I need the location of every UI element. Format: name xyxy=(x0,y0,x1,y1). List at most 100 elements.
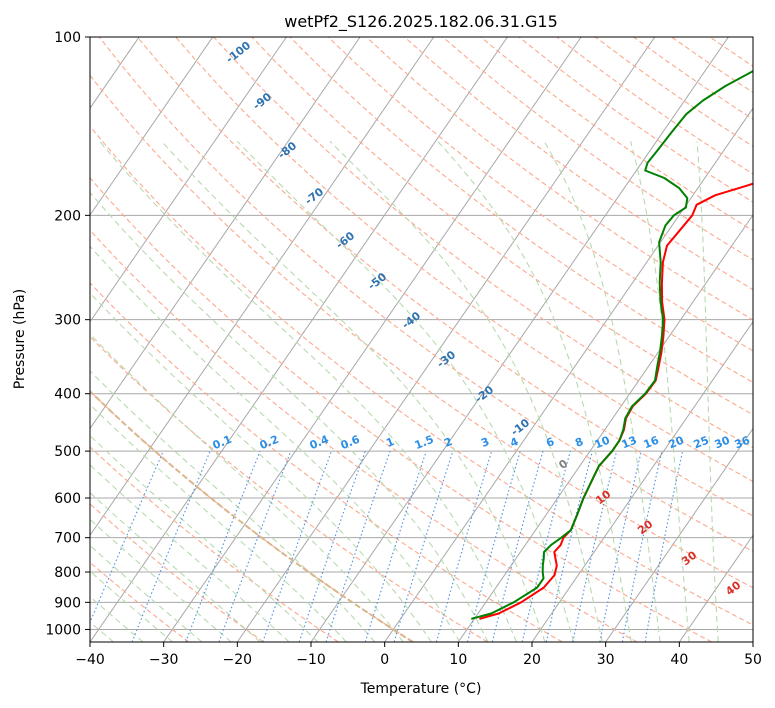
svg-text:16: 16 xyxy=(642,433,661,451)
isotherm-line xyxy=(457,214,753,642)
moist-adiabat-line xyxy=(543,141,661,642)
mixing-ratio-line xyxy=(90,450,164,624)
isotherm-line xyxy=(605,427,753,642)
dewpoint-profile-line xyxy=(471,69,753,620)
curve-label: 16 xyxy=(642,433,661,451)
moist-adiabat-line xyxy=(90,434,319,642)
mixing-ratio-line xyxy=(131,450,211,642)
curve-label: 13 xyxy=(620,434,639,452)
freezing-adiabat-line xyxy=(90,389,414,642)
moist-adiabat-line xyxy=(90,403,347,642)
x-tick-label: 50 xyxy=(744,652,762,668)
moist-adiabat-line xyxy=(90,370,376,642)
dry-adiabat-line xyxy=(90,177,712,642)
dry-adiabat-line xyxy=(90,335,488,642)
moist-adiabats xyxy=(90,140,719,642)
temperature-profile-line xyxy=(479,182,753,620)
y-tick-label: 300 xyxy=(54,313,81,329)
mixing-ratio-line xyxy=(572,450,618,642)
x-axis-label: Temperature (°C) xyxy=(360,681,482,697)
moist-adiabat-line xyxy=(90,333,404,642)
moist-adiabat-line xyxy=(90,595,144,642)
x-tick-label: 10 xyxy=(449,652,467,668)
y-tick-label: 400 xyxy=(54,387,81,403)
curve-label: 2 xyxy=(442,435,454,450)
y-tick-label: 900 xyxy=(54,595,81,611)
y-axis-ticks: 100 200 300 400 500 600 700 800 900 1000 xyxy=(45,30,90,638)
isotherm-line xyxy=(90,37,508,642)
svg-text:10: 10 xyxy=(593,433,612,451)
isotherm-line xyxy=(384,107,753,642)
moist-adiabat-line xyxy=(329,140,603,642)
svg-text:25: 25 xyxy=(692,434,711,452)
isotherm-line xyxy=(236,37,656,642)
moist-adiabat-line xyxy=(90,191,489,642)
x-tick-label: −20 xyxy=(223,652,253,668)
curve-label: 20 xyxy=(667,433,686,451)
svg-text:2: 2 xyxy=(442,435,454,450)
isotherm-line xyxy=(531,320,753,642)
mixing-ratio-line xyxy=(491,450,544,642)
isotherm-line xyxy=(90,37,435,537)
chart-title: wetPf2_S126.2025.182.06.31.G15 xyxy=(284,12,558,32)
isobar-grid xyxy=(90,37,753,630)
y-tick-label: 500 xyxy=(54,444,81,460)
mixing-ratio-line xyxy=(545,450,593,642)
moist-adiabat-line xyxy=(90,544,203,642)
curve-label: 36 xyxy=(733,433,752,451)
plot-area: -100-90-80-70-60-50-40-30-20-100.1 0.2 0.4… xyxy=(90,37,753,642)
mixing-ratio-line xyxy=(393,450,454,642)
x-tick-label: 40 xyxy=(670,652,688,668)
moist-adiabat-line xyxy=(237,140,575,642)
profile-series xyxy=(471,69,753,620)
mixing-ratio-lines xyxy=(90,450,684,642)
y-tick-label: 200 xyxy=(54,208,81,224)
isotherm-line xyxy=(163,37,582,642)
mixing-ratio-line xyxy=(325,450,391,642)
moist-adiabat-line xyxy=(437,140,632,642)
x-tick-label: 30 xyxy=(597,652,615,668)
mixing-ratio-line xyxy=(298,450,366,642)
curve-label: 10 xyxy=(593,433,612,451)
mixing-ratio-line xyxy=(262,450,333,642)
svg-text:30: 30 xyxy=(713,433,732,451)
y-axis-label: Pressure (hPa) xyxy=(12,289,28,389)
moist-adiabat-line xyxy=(99,140,518,642)
isotherm-line xyxy=(90,37,361,430)
curve-label: 25 xyxy=(692,434,711,452)
moist-adiabat-line xyxy=(90,245,461,642)
mixing-ratio-line xyxy=(521,450,571,642)
dry-adiabat-line xyxy=(90,561,190,642)
moist-adiabat-line xyxy=(696,141,719,642)
isotherm-line xyxy=(678,534,753,642)
x-tick-label: 0 xyxy=(380,652,389,668)
freezing-adiabat xyxy=(90,389,414,642)
dry-adiabat-line xyxy=(98,37,753,553)
mixing-ratio-line xyxy=(435,450,493,642)
moist-adiabat-line xyxy=(630,141,690,642)
mixing-ratio-line xyxy=(185,450,261,642)
moist-adiabat-line xyxy=(90,570,173,642)
x-axis-ticks: −40 −30 −20 −10 0 10 20 30 40 50 xyxy=(75,642,762,668)
dry-adiabat-line xyxy=(90,229,638,642)
dry-adiabat-line xyxy=(213,37,753,449)
dry-adiabat-line xyxy=(251,37,753,416)
dry-adiabat-line xyxy=(366,37,753,321)
isotherm-line xyxy=(90,37,214,216)
svg-text:36: 36 xyxy=(733,433,752,451)
dry-adiabats xyxy=(90,37,753,642)
svg-text:13: 13 xyxy=(620,434,639,452)
svg-text:20: 20 xyxy=(667,433,686,451)
svg-text:8: 8 xyxy=(573,435,585,450)
dry-adiabat-line xyxy=(90,282,563,642)
moist-adiabat-line xyxy=(90,518,232,642)
x-tick-label: −40 xyxy=(75,652,105,668)
plot-frame xyxy=(89,36,754,643)
y-tick-label: 700 xyxy=(54,531,81,547)
curve-label: 1 xyxy=(384,435,396,450)
isotherm-line xyxy=(90,37,287,323)
dry-adiabat-line xyxy=(404,37,753,291)
x-tick-label: 20 xyxy=(523,652,541,668)
svg-text:3: 3 xyxy=(479,435,491,450)
